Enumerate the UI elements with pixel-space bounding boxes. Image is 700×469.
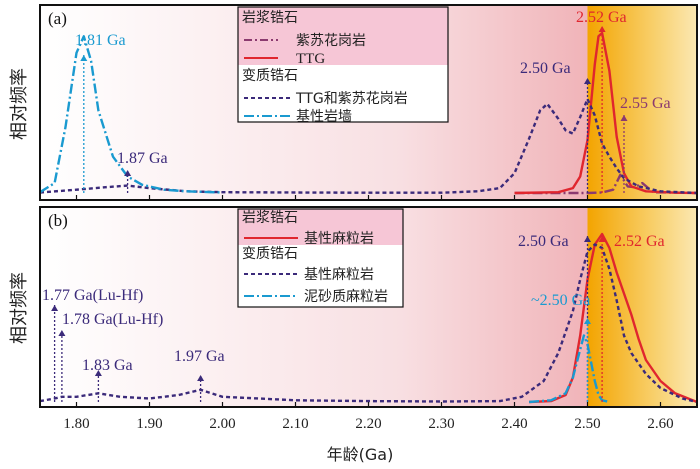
annotation-label: 2.55 Ga bbox=[620, 95, 671, 112]
annotation-arrowhead bbox=[124, 170, 132, 176]
annotation-arrowhead bbox=[80, 55, 88, 61]
panel-b-legend: 岩浆锆石 基性麻粒岩 变质锆石 基性麻粒岩 泥砂质麻粒岩 bbox=[237, 208, 404, 308]
legend-a-item-ttg: TTG bbox=[296, 51, 325, 67]
annotation-label: 1.87 Ga bbox=[117, 150, 168, 167]
panel-b: 1.77 Ga(Lu-Hf) 1.78 Ga(Lu-Hf) 1.83 Ga 1.97 … bbox=[39, 206, 698, 408]
legend-a-group2-title: 变质锆石 bbox=[242, 68, 298, 84]
panel-a-highlight-band bbox=[587, 5, 697, 200]
annotation-label: 1.81 Ga bbox=[75, 32, 126, 49]
annotation-label: 2.50 Ga bbox=[520, 60, 571, 77]
annotation-label: 1.97 Ga bbox=[174, 348, 225, 365]
x-tick-label: 2.20 bbox=[355, 416, 381, 432]
panel-a-annotations: 1.81 Ga 1.87 Ga 2.50 Ga 2.52 Ga 2.55 Ga bbox=[75, 9, 671, 193]
annotation-arrowhead bbox=[197, 375, 205, 381]
annotation-arrowhead bbox=[598, 236, 606, 242]
annotation-label: 1.77 Ga(Lu-Hf) bbox=[42, 287, 143, 304]
annotation-label: 2.50 Ga bbox=[518, 233, 569, 250]
annotation-arrowhead bbox=[94, 370, 102, 376]
x-tick-label: 2.60 bbox=[647, 416, 673, 432]
x-tick-label: 2.00 bbox=[209, 416, 235, 432]
panel-b-curves bbox=[39, 232, 698, 404]
annotation-label: 1.78 Ga(Lu-Hf) bbox=[62, 311, 163, 328]
legend-a-item-mafic-dyke: 基性岩墙 bbox=[296, 108, 352, 125]
x-axis-label: 年龄(Ga) bbox=[327, 445, 394, 464]
legend-b-item-pelitic: 泥砂质麻粒岩 bbox=[304, 289, 388, 305]
annotation-label: 2.52 Ga bbox=[576, 9, 627, 26]
x-tick-label: 2.40 bbox=[501, 416, 527, 432]
panel-a-label: (a) bbox=[48, 9, 67, 28]
annotation-arrowhead bbox=[584, 236, 591, 242]
series-line-1-1 bbox=[39, 243, 698, 404]
series-line-1-2 bbox=[529, 334, 610, 404]
panel-a-legend: 岩浆锆石 紫苏花岗岩 TTG 变质锆石 TTG和紫苏花岗岩 基性岩墙 bbox=[237, 6, 449, 125]
legend-b-group2-title: 变质锆石 bbox=[242, 246, 298, 262]
annotation-arrowhead bbox=[584, 78, 591, 84]
x-tick-label: 1.90 bbox=[136, 416, 162, 432]
ylabel-panel-a: 相对频率 bbox=[9, 68, 30, 140]
legend-b-item-mafic-metamorphic: 基性麻粒岩 bbox=[304, 266, 374, 283]
series-line-0-3 bbox=[39, 35, 223, 194]
legend-b-group1-title: 岩浆锆石 bbox=[242, 210, 298, 226]
legend-a-item-ttg-charnockite: TTG和紫苏花岗岩 bbox=[295, 91, 408, 107]
annotation-arrowhead bbox=[620, 115, 628, 121]
legend-a-item-charnockite: 紫苏花岗岩 bbox=[296, 33, 366, 49]
x-tick-label: 1.80 bbox=[63, 416, 89, 432]
annotation-label: 2.52 Ga bbox=[614, 233, 665, 250]
panel-a: 1.81 Ga1.87 Ga2.50 Ga2.52 Ga2.55 Ga (a) … bbox=[39, 4, 698, 201]
x-tick-label: 2.10 bbox=[282, 416, 308, 432]
annotation-arrowhead bbox=[51, 305, 59, 311]
annotation-label: 1.83 Ga bbox=[82, 357, 133, 374]
x-tick-label: 2.30 bbox=[428, 416, 454, 432]
x-tick-label: 2.50 bbox=[574, 416, 600, 432]
panel-b-annotations: 1.77 Ga(Lu-Hf) 1.78 Ga(Lu-Hf) 1.83 Ga 1.97 … bbox=[42, 233, 665, 402]
annotation-arrowhead bbox=[58, 330, 66, 336]
legend-a-group1-title: 岩浆锆石 bbox=[242, 10, 298, 26]
legend-b-item-mafic-magmatic: 基性麻粒岩 bbox=[304, 230, 374, 247]
x-axis: 1.80 1.90 2.00 2.10 2.20 2.30 2.40 2.50 2.60 bbox=[63, 195, 674, 432]
panel-b-label: (b) bbox=[48, 211, 68, 230]
annotation-arrowhead bbox=[598, 26, 606, 32]
annotation-arrowhead bbox=[584, 318, 591, 324]
annotation-label: ~2.50 Ga bbox=[531, 292, 590, 309]
ylabel-panel-b: 相对频率 bbox=[9, 272, 30, 344]
